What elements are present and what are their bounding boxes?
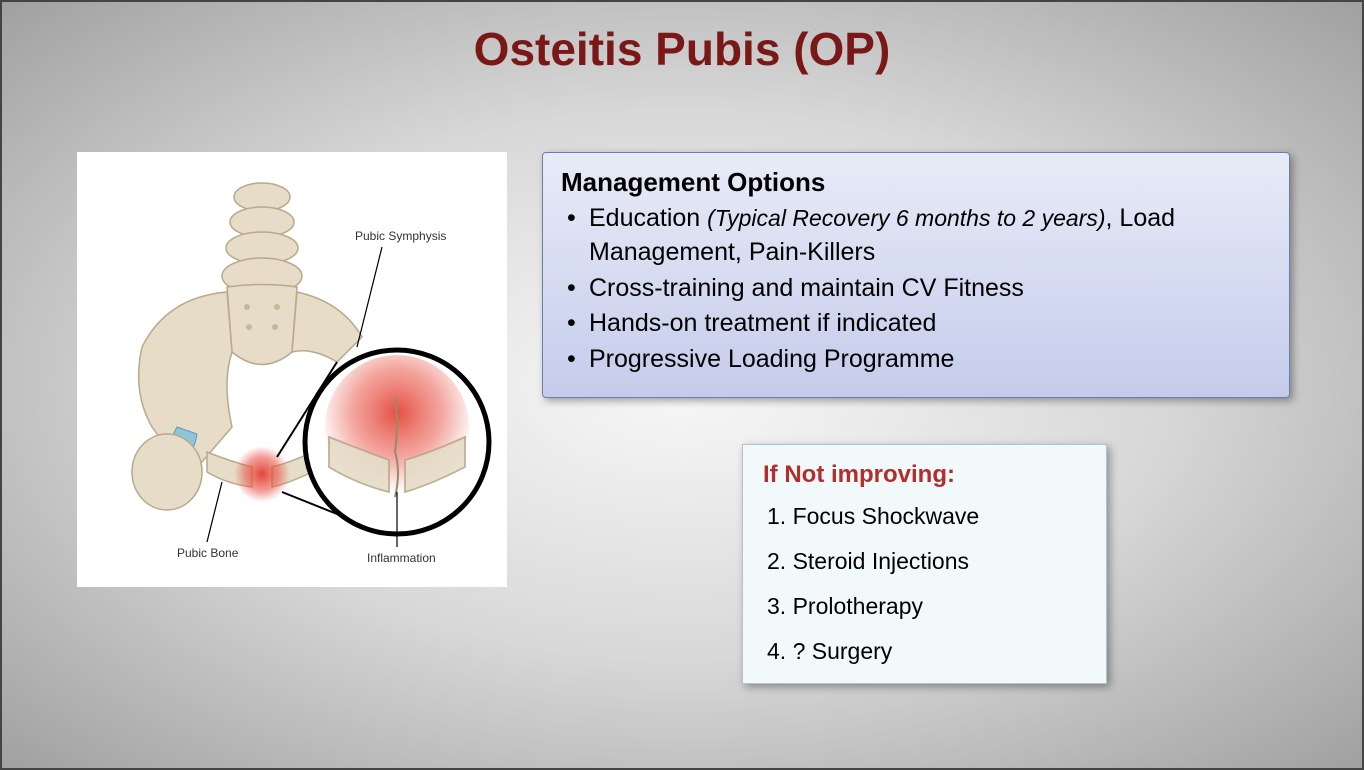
if-not-improving-heading: If Not improving: (763, 461, 1086, 489)
management-item: Cross-training and maintain CV Fitness (561, 272, 1271, 306)
slide-title: Osteitis Pubis (OP) (2, 2, 1362, 76)
slide: Osteitis Pubis (OP) (0, 0, 1364, 770)
management-item: Hands-on treatment if indicated (561, 307, 1271, 341)
pelvis-diagram: Pubic Symphysis Pubic Bone Inflammation (77, 152, 507, 587)
if-not-improving-box: If Not improving: Focus Shockwave Steroi… (742, 444, 1107, 684)
management-options-box: Management Options Education (Typical Re… (542, 152, 1290, 398)
management-list: Education (Typical Recovery 6 months to … (561, 202, 1271, 377)
if-not-improving-list: Focus Shockwave Steroid Injections Prolo… (763, 503, 1086, 665)
anatomy-illustration: Pubic Symphysis Pubic Bone Inflammation (77, 152, 507, 587)
label-pubic-symphysis: Pubic Symphysis (355, 229, 446, 243)
improving-item: Steroid Injections (763, 548, 1086, 575)
improving-item: ? Surgery (763, 638, 1086, 665)
label-inflammation: Inflammation (367, 551, 436, 565)
improving-item: Focus Shockwave (763, 503, 1086, 530)
management-item-prefix: Education (589, 204, 707, 232)
label-pubic-bone: Pubic Bone (177, 546, 239, 560)
management-item: Education (Typical Recovery 6 months to … (561, 202, 1271, 270)
management-heading: Management Options (561, 167, 1271, 198)
improving-item: Prolotherapy (763, 593, 1086, 620)
management-item: Progressive Loading Programme (561, 343, 1271, 377)
management-item-italic: (Typical Recovery 6 months to 2 years) (707, 205, 1105, 231)
